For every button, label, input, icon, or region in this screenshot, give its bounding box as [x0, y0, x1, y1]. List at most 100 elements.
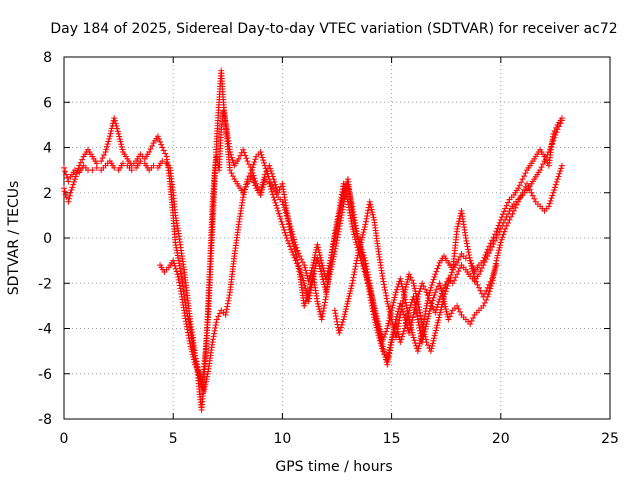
data-point-interp — [483, 287, 490, 294]
data-point-interp — [558, 165, 565, 172]
data-point-interp — [336, 209, 343, 216]
data-point-interp — [380, 278, 387, 285]
data-point-interp — [319, 310, 326, 317]
data-point-interp — [518, 192, 525, 199]
data-point-interp — [289, 249, 296, 256]
data-point-interp — [303, 294, 310, 301]
data-point-interp — [402, 286, 409, 293]
data-point-interp — [420, 283, 427, 290]
data-point-interp — [268, 186, 275, 193]
data-point-interp — [365, 271, 372, 278]
data-point-interp — [362, 218, 369, 225]
data-point-interp — [433, 286, 440, 293]
data-point-interp — [105, 138, 112, 145]
data-point-interp — [418, 315, 425, 322]
data-point-interp — [275, 210, 282, 217]
data-point-interp — [190, 356, 197, 363]
data-point-interp — [436, 314, 443, 321]
data-point-interp — [386, 308, 393, 315]
data-point-interp — [210, 333, 217, 340]
data-point-interp — [496, 219, 503, 226]
data-point-interp — [396, 314, 403, 321]
data-point-interp — [332, 310, 339, 317]
data-point-interp — [310, 259, 317, 266]
data-point — [445, 280, 452, 287]
data-point-interp — [415, 319, 422, 326]
data-point-interp — [318, 257, 325, 264]
data-point-interp — [469, 267, 476, 274]
data-point-interp — [551, 187, 558, 194]
data-point-interp — [409, 329, 416, 336]
data-point-interp — [407, 321, 414, 328]
data-point-interp — [382, 287, 389, 294]
data-point-interp — [372, 312, 379, 319]
data-point-interp — [354, 252, 361, 259]
data-point-interp — [465, 249, 472, 256]
data-point-interp — [172, 265, 179, 272]
data-point-interp — [194, 367, 201, 374]
data-point — [301, 302, 308, 309]
data-point — [432, 330, 439, 337]
x-tick-label: 25 — [601, 431, 619, 447]
data-point-interp — [422, 336, 429, 343]
data-point-interp — [118, 143, 125, 150]
data-point-interp — [422, 286, 429, 293]
data-point-interp — [490, 270, 497, 277]
data-point — [480, 257, 487, 264]
data-point — [296, 253, 303, 260]
data-point-interp — [351, 220, 358, 227]
data-point-interp — [211, 330, 218, 337]
data-point-interp — [160, 147, 167, 154]
data-point-interp — [430, 337, 437, 344]
data-point-interp — [491, 267, 498, 274]
data-point — [414, 348, 421, 355]
data-point-interp — [428, 282, 435, 289]
data-point — [362, 257, 369, 264]
data-point — [102, 149, 109, 156]
data-point-interp — [397, 309, 404, 316]
data-point — [305, 289, 312, 296]
data-point — [89, 167, 96, 174]
data-point-interp — [437, 282, 444, 289]
data-point — [454, 271, 461, 278]
data-point-interp — [245, 173, 252, 180]
data-point-interp — [322, 296, 329, 303]
data-point-interp — [424, 318, 431, 325]
data-point-interp — [403, 281, 410, 288]
data-point-interp — [407, 324, 414, 331]
data-point-interp — [304, 292, 311, 299]
data-point-interp — [370, 214, 377, 221]
data-point — [545, 203, 552, 210]
data-point — [489, 237, 496, 244]
data-point-interp — [364, 212, 371, 219]
data-point-interp — [351, 268, 358, 275]
data-point-interp — [538, 164, 545, 171]
data-point-interp — [119, 146, 126, 153]
data-point-interp — [294, 259, 301, 266]
data-point-interp — [66, 192, 73, 199]
data-point-interp — [448, 272, 455, 279]
data-point-interp — [360, 252, 367, 259]
data-point-interp — [416, 306, 423, 313]
data-point-interp — [404, 315, 411, 322]
data-point-interp — [478, 265, 485, 272]
data-point — [493, 228, 500, 235]
data-point — [427, 348, 434, 355]
data-point-interp — [315, 260, 322, 267]
data-point — [397, 275, 404, 282]
data-point-interp — [393, 331, 400, 338]
data-point-interp — [487, 247, 494, 254]
data-point-interp — [431, 292, 438, 299]
data-point-interp — [393, 286, 400, 293]
data-point-interp — [414, 313, 421, 320]
data-point-interp — [171, 260, 178, 267]
data-point-interp — [396, 317, 403, 324]
data-point-interp — [412, 302, 419, 309]
data-point — [410, 334, 417, 341]
data-point-interp — [187, 340, 194, 347]
data-point-interp — [342, 308, 349, 315]
data-point-interp — [338, 198, 345, 205]
data-point-interp — [343, 306, 350, 313]
data-point — [261, 171, 268, 178]
data-point-interp — [548, 195, 555, 202]
